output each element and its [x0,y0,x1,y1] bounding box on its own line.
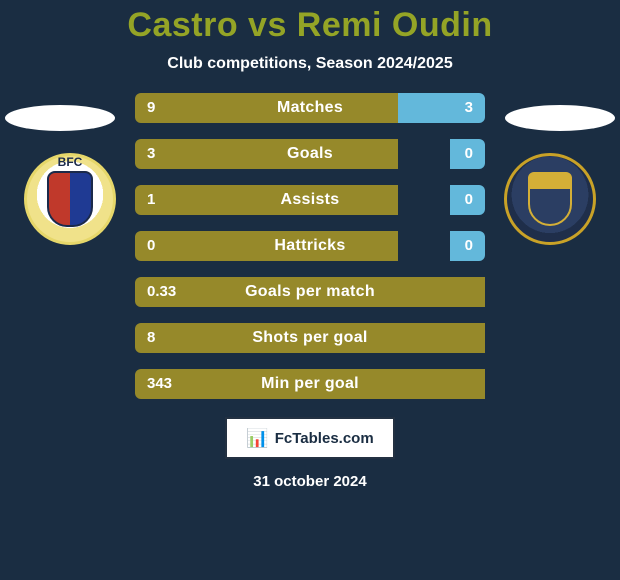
stat-row: Hattricks0 0 [135,231,485,261]
avatar-halo-left [5,105,115,131]
stat-row: Shots per goal8 [135,323,485,353]
stat-row: Goals3 0 [135,139,485,169]
stat-label: Hattricks [135,231,485,261]
stat-bars: Matches93Goals30Assists10Hattricks00Goal… [135,93,485,399]
stat-value-right: 0 [465,185,473,215]
stat-value-right: 3 [465,93,473,123]
brand-text: FcTables.com [275,430,374,447]
stat-row: Min per goal343 [135,369,485,399]
comparison-stage: BFC Matches93Goals30Assists10Hattricks00… [0,93,620,399]
stat-label: Assists [135,185,485,215]
stat-label: Matches [135,93,485,123]
stat-value-right: 0 [465,139,473,169]
stat-row: Assists1 0 [135,185,485,215]
date-label: 31 october 2024 [0,473,620,490]
crest-left-text: BFC [49,155,91,169]
stat-row: Matches9 3 [135,93,485,123]
stat-label: Goals per match [135,277,485,307]
stat-value-left: 9 [147,93,155,123]
stat-label: Min per goal [135,369,485,399]
stat-value-left: 8 [147,323,155,353]
stat-row: Goals per match0.33 [135,277,485,307]
stat-value-right: 0 [465,231,473,261]
stat-value-left: 3 [147,139,155,169]
stat-value-left: 343 [147,369,172,399]
shield-icon [528,172,572,226]
stat-value-left: 0 [147,231,155,261]
stat-label: Goals [135,139,485,169]
club-crest-left: BFC [24,153,116,245]
stat-label: Shots per goal [135,323,485,353]
subtitle: Club competitions, Season 2024/2025 [0,55,620,73]
avatar-halo-right [505,105,615,131]
stat-value-left: 0.33 [147,277,176,307]
brand-logo[interactable]: 📊 FcTables.com [225,417,395,459]
chart-icon: 📊 [246,428,268,449]
stat-value-left: 1 [147,185,155,215]
club-crest-right [504,153,596,245]
page-title: Castro vs Remi Oudin [0,0,620,45]
shield-icon: BFC [47,171,93,227]
